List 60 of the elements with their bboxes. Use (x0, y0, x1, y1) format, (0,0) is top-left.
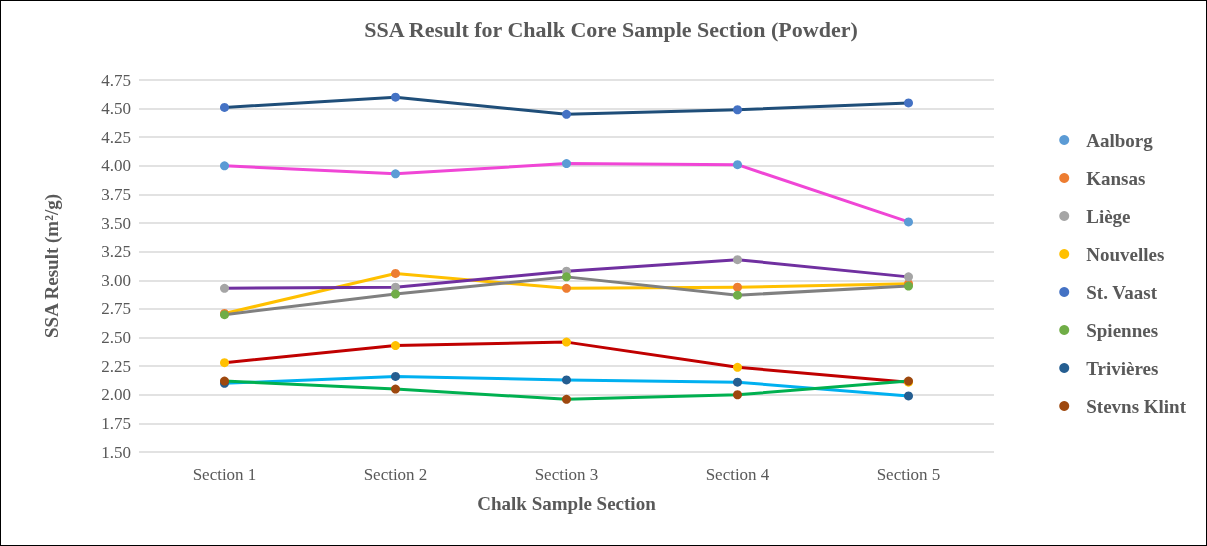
point (733, 290, 742, 300)
y-tick-label: 3.25 (101, 242, 131, 262)
point (904, 391, 913, 401)
legend-label: Liège (1086, 205, 1131, 227)
y-tick-label: 1.75 (101, 413, 131, 433)
y-tick-label: 1.50 (101, 442, 131, 462)
point (904, 217, 913, 227)
point (733, 390, 742, 400)
point (904, 272, 913, 282)
y-tick-label: 4.00 (101, 156, 131, 176)
point (733, 255, 742, 265)
point (391, 289, 400, 299)
point (391, 268, 400, 278)
point (391, 169, 400, 179)
point (562, 394, 571, 404)
legend-label: Stevns Klint (1086, 395, 1187, 417)
y-tick-label: 3.50 (101, 213, 131, 233)
point (562, 159, 571, 169)
point (562, 109, 571, 119)
x-tick-label: Section 2 (363, 465, 428, 484)
point (391, 384, 400, 394)
point (562, 375, 571, 385)
x-tick-label: Section 4 (705, 465, 770, 484)
y-tick-label: 2.75 (101, 299, 131, 319)
point (733, 105, 742, 115)
point (562, 272, 571, 282)
point (562, 283, 571, 293)
legend-label: Nouvelles (1086, 243, 1165, 265)
y-tick-label: 2.25 (101, 356, 131, 376)
x-tick-label: Section 5 (876, 465, 941, 484)
point (220, 161, 229, 171)
point (220, 358, 229, 368)
y-axis-title: SSA Result (m²/g) (41, 194, 63, 338)
y-tick-label: 4.50 (101, 99, 131, 119)
legend-label: Spiennes (1086, 319, 1159, 341)
point (220, 283, 229, 293)
point (733, 377, 742, 387)
legend-label: Aalborg (1086, 129, 1154, 151)
point (733, 282, 742, 292)
x-tick-label: Section 1 (192, 465, 257, 484)
point (904, 98, 913, 108)
point (220, 102, 229, 112)
point (391, 371, 400, 381)
y-tick-label: 3.75 (101, 184, 131, 204)
y-tick-label: 3.00 (101, 270, 131, 290)
legend-label: Kansas (1086, 167, 1146, 189)
point (391, 92, 400, 102)
point (391, 341, 400, 351)
point (733, 160, 742, 170)
point (562, 337, 571, 347)
x-tick-label: Section 3 (534, 465, 599, 484)
chart-title: SSA Result for Chalk Core Sample Section (Powder) (364, 16, 858, 42)
legend-label: St. Vaast (1086, 281, 1158, 303)
y-tick-label: 2.50 (101, 328, 131, 348)
y-tick-label: 4.25 (101, 127, 131, 147)
point (733, 362, 742, 372)
y-tick-label: 4.75 (101, 70, 131, 90)
x-axis-title: Chalk Sample Section (477, 493, 657, 514)
legend-label: Trivières (1086, 357, 1159, 379)
y-tick-label: 2.00 (101, 385, 131, 405)
